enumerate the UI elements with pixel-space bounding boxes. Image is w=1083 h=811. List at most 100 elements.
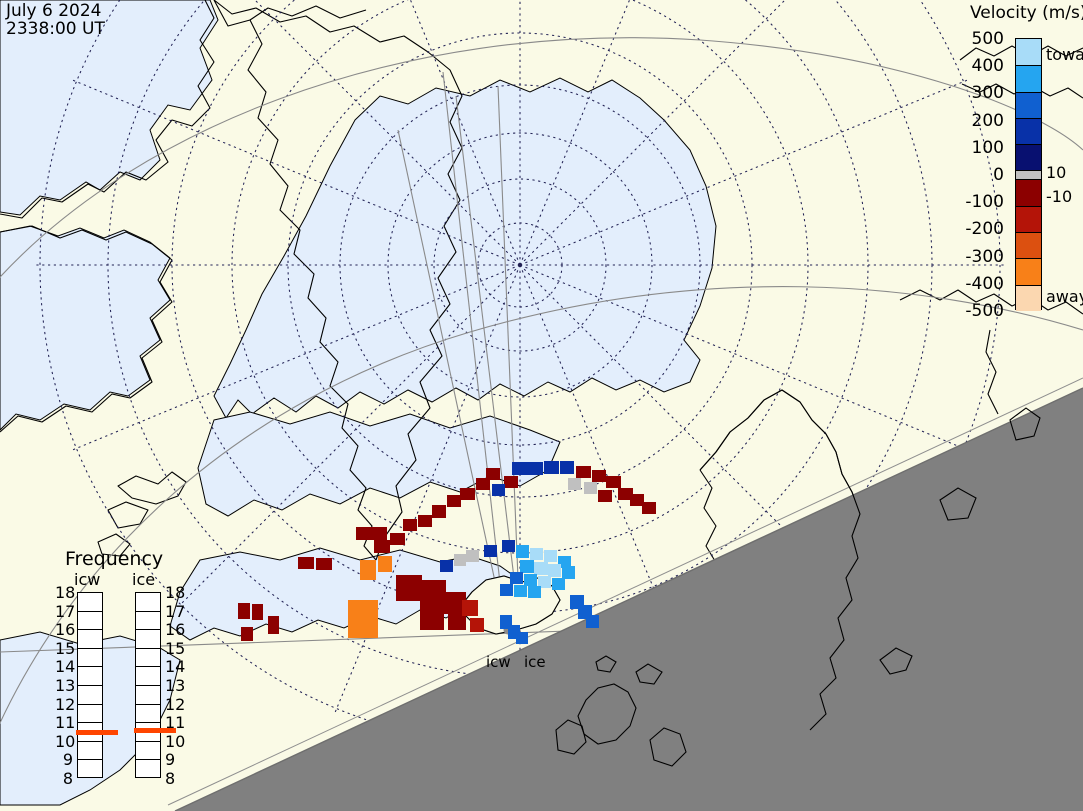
velocity-cell <box>642 502 656 514</box>
velocity-cell <box>502 540 515 552</box>
velocity-cell <box>510 572 523 584</box>
frequency-tick-ice-12: 12 <box>165 694 186 714</box>
frequency-gridline <box>135 629 161 631</box>
velocity-cell <box>378 556 392 572</box>
frequency-gridline <box>77 722 103 724</box>
velocity-cell <box>544 461 559 474</box>
velocity-cell <box>516 545 529 558</box>
velocity-cell <box>576 466 591 478</box>
velocity-cell <box>454 554 466 566</box>
velocity-cell <box>372 527 387 540</box>
colorbar-tick--400: -400 <box>965 273 1004 294</box>
velocity-cell <box>241 627 253 641</box>
colorbar-label-away: away <box>1046 287 1083 306</box>
velocity-cell <box>618 488 633 500</box>
velocity-cell <box>348 600 378 638</box>
colorbar-tick-300: 300 <box>971 83 1004 104</box>
frequency-gridline <box>77 610 103 612</box>
velocity-cell <box>396 575 422 601</box>
velocity-cell <box>568 478 581 490</box>
frequency-title: Frequency <box>65 548 164 570</box>
frequency-legend-panel: Frequency icw 18 17 16 15 14 13 12 11 10 9 8 ice 18 17… <box>55 548 190 793</box>
velocity-cell <box>316 558 332 570</box>
frequency-tick-ice-10: 10 <box>165 731 186 751</box>
frequency-tick-ice-13: 13 <box>165 676 186 695</box>
frequency-gridline <box>135 610 161 612</box>
colorbar-tick--200: -200 <box>965 219 1004 240</box>
velocity-cell <box>544 550 557 562</box>
velocity-cell <box>418 515 432 527</box>
velocity-cell <box>420 580 446 606</box>
frequency-tick-ice-15: 15 <box>165 638 186 658</box>
frequency-gridline <box>77 685 103 686</box>
velocity-cell <box>586 615 599 628</box>
velocity-cell <box>432 505 446 518</box>
velocity-cell <box>606 476 621 488</box>
frequency-tick-icw-9: 9 <box>62 750 73 770</box>
colorbar-band-100 <box>1016 144 1041 171</box>
radar-velocity-cells <box>238 461 656 644</box>
colorbar-band-0 <box>1016 170 1041 180</box>
frequency-tick-ice-9: 9 <box>165 750 176 770</box>
frequency-gridline <box>77 629 103 631</box>
colorbar-band--300 <box>1016 232 1041 259</box>
velocity-cell <box>500 584 513 596</box>
velocity-cell <box>390 533 405 545</box>
velocity-cell <box>448 612 466 630</box>
radar-fov-outlines <box>397 71 521 629</box>
velocity-cell <box>552 578 565 590</box>
velocity-cell <box>558 556 571 568</box>
frequency-gridline <box>77 647 103 649</box>
frequency-tick-icw-13: 13 <box>55 676 76 695</box>
colorbar-tick-500: 500 <box>971 29 1004 49</box>
frequency-tick-ice-16: 16 <box>165 620 186 640</box>
frequency-tick-ice-11: 11 <box>165 713 186 733</box>
velocity-cell <box>630 494 644 506</box>
frequency-gridline <box>135 703 161 705</box>
time-label: 2338:00 UT <box>6 19 105 39</box>
colorbar-tick-200: 200 <box>971 110 1004 131</box>
frequency-marker-icw <box>76 729 118 735</box>
colorbar-tick-100: 100 <box>971 137 1004 158</box>
frequency-gridline <box>135 722 161 724</box>
velocity-cell <box>356 527 372 540</box>
velocity-cell <box>560 461 574 474</box>
colorbar-tick--100: -100 <box>965 192 1004 213</box>
velocity-cell <box>374 540 390 553</box>
colorbar-title: Velocity (m/s) <box>970 3 1083 23</box>
velocity-cell <box>486 468 500 480</box>
frequency-tick-ice-8: 8 <box>165 769 176 788</box>
colorbar-label-pos-threshold: 10 <box>1046 163 1067 182</box>
colorbar-tick--300: -300 <box>965 246 1004 267</box>
velocity-cell <box>512 462 528 475</box>
frequency-tick-icw-16: 16 <box>55 620 76 640</box>
velocity-cell <box>520 560 534 573</box>
colorbar-band-300 <box>1016 91 1041 118</box>
frequency-gridline <box>77 703 103 705</box>
frequency-tick-icw-15: 15 <box>55 638 76 658</box>
colorbar-band--100 <box>1016 179 1041 206</box>
velocity-cell <box>548 564 561 577</box>
frequency-tick-icw-12: 12 <box>55 694 76 714</box>
terminator-shading <box>167 377 1083 811</box>
frequency-gridline <box>135 685 161 686</box>
frequency-bar-ice <box>134 592 176 778</box>
velocity-cell <box>476 478 490 490</box>
colorbar-band--400 <box>1016 258 1041 285</box>
velocity-cell <box>592 470 606 482</box>
velocity-cell <box>403 519 417 531</box>
velocity-cell <box>528 586 541 598</box>
velocity-cell <box>462 600 478 616</box>
night-coastlines <box>555 389 1041 767</box>
colorbar-band--500 <box>1016 284 1041 311</box>
velocity-cell <box>360 560 376 580</box>
velocity-cell <box>534 562 548 575</box>
velocity-cell <box>440 560 453 572</box>
colorbar-tick-400: 400 <box>971 56 1004 77</box>
date-label: July 6 2024 <box>6 1 102 21</box>
frequency-gridline <box>135 740 161 742</box>
colorbar-label-toward: toward <box>1046 45 1083 64</box>
velocity-cell <box>298 557 314 569</box>
frequency-tick-icw-17: 17 <box>55 601 76 621</box>
